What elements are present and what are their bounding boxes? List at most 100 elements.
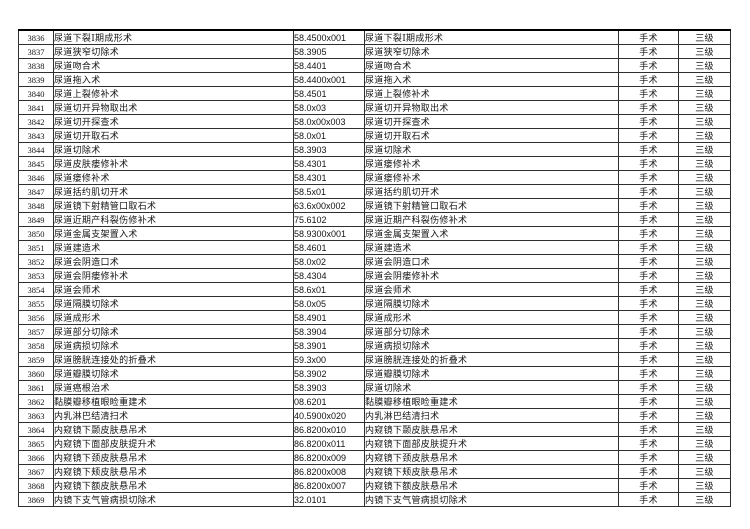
procedure-code-cell: 58.3902 [293, 366, 365, 381]
level-cell: 三级 [678, 29, 731, 45]
procedure-code-cell: 58.0x05 [293, 296, 365, 311]
procedure-name-cell: 尿道膀胱连接处的折叠术 [53, 352, 294, 367]
procedure-name-cell: 尿道皮肤瘘修补术 [53, 156, 294, 171]
standard-name-cell: 内窥镜下面部皮肤提升术 [364, 436, 619, 451]
level-cell: 三级 [678, 58, 731, 73]
row-number-cell: 3842 [18, 114, 54, 129]
procedure-name-cell: 尿道吻合术 [53, 58, 294, 73]
row-number-cell: 3840 [18, 86, 54, 101]
row-number-cell: 3846 [18, 170, 54, 185]
procedure-code-cell: 63.6x00x002 [293, 198, 365, 213]
standard-name-cell: 黏膜瓣移植眼睑重建术 [364, 394, 619, 409]
row-number-cell: 3839 [18, 72, 54, 87]
level-cell: 三级 [678, 436, 731, 451]
row-number-cell: 3861 [18, 380, 54, 395]
table-row: 3850 尿道金属支架置入术 58.9300x001 尿道金属支架置入术 手术 三级 [18, 226, 731, 241]
category-cell: 手术 [618, 422, 679, 437]
procedure-code-cell: 86.8200x007 [293, 478, 365, 493]
category-cell: 手术 [618, 156, 679, 171]
level-cell: 三级 [678, 72, 731, 87]
category-cell: 手术 [618, 170, 679, 185]
procedure-code-cell: 58.3904 [293, 324, 365, 339]
level-cell: 三级 [678, 478, 731, 493]
procedure-code-cell: 75.6102 [293, 212, 365, 227]
procedure-name-cell: 尿道切除术 [53, 142, 294, 157]
level-cell: 三级 [678, 366, 731, 381]
standard-name-cell: 尿道建造术 [364, 240, 619, 255]
category-cell: 手术 [618, 394, 679, 409]
table-row: 3849 尿道近期产科裂伤修补术 75.6102 尿道近期产科裂伤修补术 手术 三级 [18, 212, 731, 227]
category-cell: 手术 [618, 100, 679, 115]
table-row: 3866 内窥镜下颈皮肤悬吊术 86.8200x009 内窥镜下颈皮肤悬吊术 手术 三级 [18, 450, 731, 465]
category-cell: 手术 [618, 436, 679, 451]
category-cell: 手术 [618, 492, 679, 507]
procedure-code-cell: 58.4500x001 [293, 29, 365, 45]
level-cell: 三级 [678, 240, 731, 255]
procedure-code-cell: 58.6x01 [293, 282, 365, 297]
procedure-name-cell: 内镜下支气管病损切除术 [53, 492, 294, 507]
level-cell: 三级 [678, 170, 731, 185]
standard-name-cell: 尿道瘘修补术 [364, 156, 619, 171]
category-cell: 手术 [618, 198, 679, 213]
procedure-name-cell: 尿道瓣膜切除术 [53, 366, 294, 381]
standard-name-cell: 尿道部分切除术 [364, 324, 619, 339]
procedure-name-cell: 尿道切开取石术 [53, 128, 294, 143]
procedure-name-cell: 内窥镜下额皮肤悬吊术 [53, 478, 294, 493]
procedure-name-cell: 尿道镜下射精管口取石术 [53, 198, 294, 213]
row-number-cell: 3865 [18, 436, 54, 451]
procedure-code-cell: 86.8200x009 [293, 450, 365, 465]
procedure-code-cell: 58.4501 [293, 86, 365, 101]
row-number-cell: 3841 [18, 100, 54, 115]
level-cell: 三级 [678, 282, 731, 297]
level-cell: 三级 [678, 380, 731, 395]
procedure-code-cell: 58.4901 [293, 310, 365, 325]
procedure-code-cell: 86.8200x010 [293, 422, 365, 437]
procedure-name-cell: 尿道切开异物取出术 [53, 100, 294, 115]
row-number-cell: 3868 [18, 478, 54, 493]
row-number-cell: 3844 [18, 142, 54, 157]
table-row: 3851 尿道建造术 58.4601 尿道建造术 手术 三级 [18, 240, 731, 255]
category-cell: 手术 [618, 212, 679, 227]
standard-name-cell: 尿道近期产科裂伤修补术 [364, 212, 619, 227]
procedure-code-cell: 86.8200x008 [293, 464, 365, 479]
category-cell: 手术 [618, 268, 679, 283]
level-cell: 三级 [678, 198, 731, 213]
row-number-cell: 3867 [18, 464, 54, 479]
category-cell: 手术 [618, 240, 679, 255]
row-number-cell: 3838 [18, 58, 54, 73]
row-number-cell: 3845 [18, 156, 54, 171]
procedure-code-cell: 58.4304 [293, 268, 365, 283]
procedure-code-cell: 58.4601 [293, 240, 365, 255]
row-number-cell: 3855 [18, 296, 54, 311]
procedure-code-cell: 58.4401 [293, 58, 365, 73]
category-cell: 手术 [618, 478, 679, 493]
procedure-name-cell: 黏膜瓣移植眼睑重建术 [53, 394, 294, 409]
procedure-code-cell: 58.9300x001 [293, 226, 365, 241]
standard-name-cell: 内乳淋巴结清扫术 [364, 408, 619, 423]
procedure-code-cell: 32.0101 [293, 492, 365, 507]
level-cell: 三级 [678, 352, 731, 367]
row-number-cell: 3869 [18, 492, 54, 507]
table-row: 3847 尿道括约肌切开术 58.5x01 尿道括约肌切开术 手术 三级 [18, 184, 731, 199]
level-cell: 三级 [678, 296, 731, 311]
procedure-name-cell: 尿道括约肌切开术 [53, 184, 294, 199]
row-number-cell: 3849 [18, 212, 54, 227]
level-cell: 三级 [678, 394, 731, 409]
table-row: 3869 内镜下支气管病损切除术 32.0101 内镜下支气管病损切除术 手术 三级 [18, 492, 731, 507]
procedure-name-cell: 尿道成形术 [53, 310, 294, 325]
standard-name-cell: 内镜下支气管病损切除术 [364, 492, 619, 507]
procedure-name-cell: 尿道上裂修补术 [53, 86, 294, 101]
row-number-cell: 3860 [18, 366, 54, 381]
procedure-name-cell: 尿道瘘修补术 [53, 170, 294, 185]
category-cell: 手术 [618, 310, 679, 325]
table-row: 3857 尿道部分切除术 58.3904 尿道部分切除术 手术 三级 [18, 324, 731, 339]
procedure-code-cell: 58.0x03 [293, 100, 365, 115]
procedure-code-cell: 58.4301 [293, 170, 365, 185]
category-cell: 手术 [618, 114, 679, 129]
procedure-code-cell: 58.3903 [293, 142, 365, 157]
table-row: 3852 尿道会阴造口术 58.0x02 尿道会阴造口术 手术 三级 [18, 254, 731, 269]
procedure-code-cell: 58.4301 [293, 156, 365, 171]
table-row: 3858 尿道病损切除术 58.3901 尿道病损切除术 手术 三级 [18, 338, 731, 353]
row-number-cell: 3859 [18, 352, 54, 367]
table-row: 3856 尿道成形术 58.4901 尿道成形术 手术 三级 [18, 310, 731, 325]
